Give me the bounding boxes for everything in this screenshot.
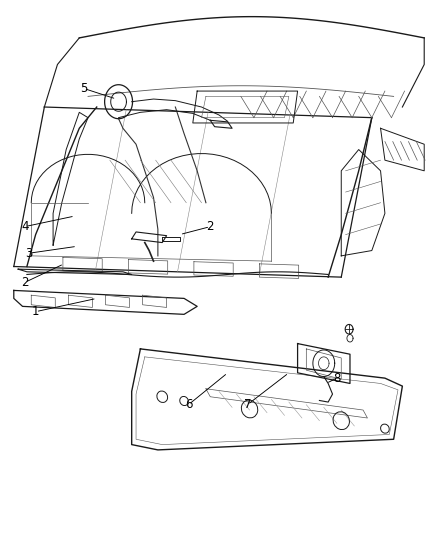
Text: 7: 7 <box>244 398 251 411</box>
Text: 2: 2 <box>21 276 28 289</box>
Text: 8: 8 <box>333 372 341 385</box>
Text: 3: 3 <box>25 247 33 260</box>
Text: 1: 1 <box>32 305 39 318</box>
Text: 4: 4 <box>21 220 28 233</box>
Text: 5: 5 <box>80 82 87 95</box>
Text: 2: 2 <box>207 220 214 233</box>
Text: 6: 6 <box>185 398 192 411</box>
